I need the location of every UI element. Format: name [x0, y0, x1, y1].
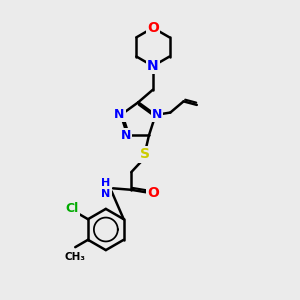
Text: Cl: Cl — [66, 202, 79, 215]
Text: S: S — [140, 148, 149, 161]
Text: N: N — [152, 108, 162, 121]
Text: N: N — [114, 108, 124, 122]
Text: N: N — [121, 129, 131, 142]
Text: O: O — [147, 186, 159, 200]
Text: N: N — [147, 59, 159, 73]
Text: H
N: H N — [101, 178, 111, 199]
Text: CH₃: CH₃ — [65, 252, 86, 262]
Text: O: O — [147, 21, 159, 35]
